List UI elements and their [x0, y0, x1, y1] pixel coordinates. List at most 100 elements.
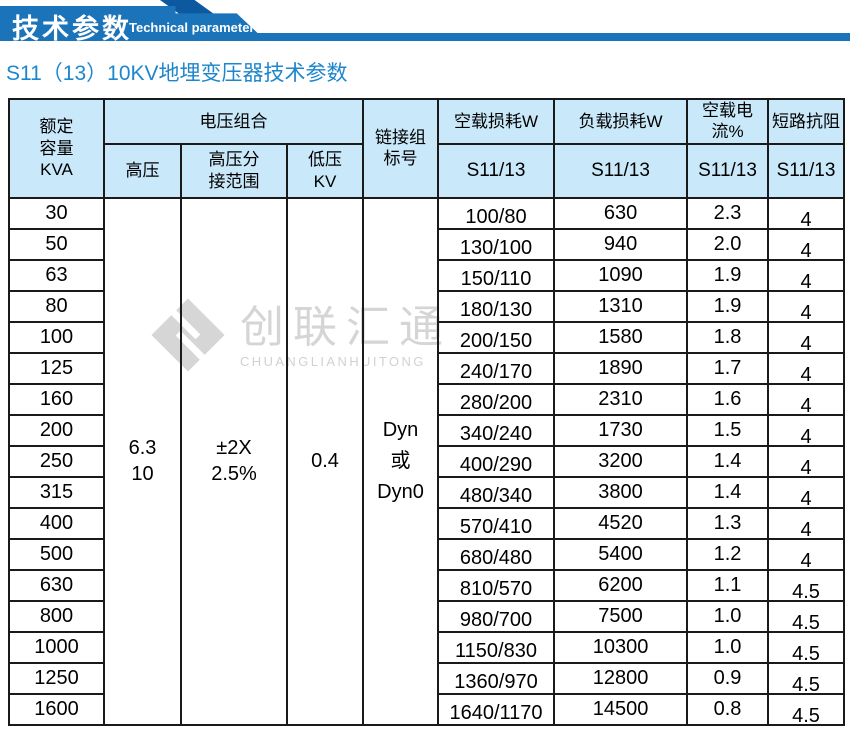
no-load-current-cell: 1.1: [686, 568, 770, 602]
no-load-loss-cell: 280/200: [437, 382, 556, 416]
impedance-cell: 4: [767, 475, 846, 509]
header-hv: 高压: [103, 142, 182, 199]
merged-hv-cell: 6.3 10: [103, 196, 182, 726]
no-load-loss-cell: 1360/970: [437, 661, 556, 695]
no-load-current-cell: 1.0: [686, 630, 770, 664]
load-loss-cell: 3200: [553, 444, 689, 478]
table-row: 500 680/480 5400 1.2 4: [8, 537, 846, 571]
header-load-loss: 负载损耗W: [553, 98, 689, 145]
impedance-cell: 4: [767, 413, 846, 447]
impedance-cell: 4: [767, 382, 846, 416]
header-no-load-current: 空载电流%: [686, 98, 770, 145]
load-loss-cell: 10300: [553, 630, 689, 664]
impedance-cell: 4: [767, 258, 846, 292]
no-load-loss-cell: 480/340: [437, 475, 556, 509]
load-loss-cell: 6200: [553, 568, 689, 602]
header-sub-no-load-current: S11/13: [686, 142, 770, 199]
kva-cell: 50: [8, 227, 105, 261]
impedance-cell: 4: [767, 351, 846, 385]
header-capacity: 额定 容量 KVA: [8, 98, 105, 199]
page-title: S11（13）10KV地埋变压器技术参数: [6, 62, 348, 85]
table-row: 100 200/150 1580 1.8 4: [8, 320, 846, 354]
header-lv: 低压 KV: [285, 142, 365, 199]
kva-cell: 1000: [8, 630, 105, 664]
no-load-current-cell: 1.4: [686, 475, 770, 509]
no-load-loss-cell: 130/100: [437, 227, 556, 261]
table-row: 80 180/130 1310 1.9 4: [8, 289, 846, 323]
header-sub-no-load-loss: S11/13: [437, 142, 556, 199]
impedance-cell: 4.5: [767, 568, 846, 602]
impedance-cell: 4: [767, 289, 846, 323]
no-load-loss-cell: 340/240: [437, 413, 556, 447]
table-header: 额定 容量 KVA 电压组合 链接组 标号 空载损耗W 负载损耗W 空载电流% …: [8, 98, 846, 199]
table-row: 1600 1640/1170 14500 0.8 4.5: [8, 692, 846, 726]
table-row: 50 130/100 940 2.0 4: [8, 227, 846, 261]
table-row: 30 6.3 10 ±2X 2.5% 0.4 Dyn 或 Dyn0 100/80 630 2.…: [8, 196, 846, 726]
table-row: 250 400/290 3200 1.4 4: [8, 444, 846, 478]
table-row: 63 150/110 1090 1.9 4: [8, 258, 846, 292]
load-loss-cell: 12800: [553, 661, 689, 695]
no-load-current-cell: 1.6: [686, 382, 770, 416]
header-impedance: 短路抗阻: [767, 98, 846, 145]
no-load-current-cell: 0.9: [686, 661, 770, 695]
merged-hv-tap-cell: ±2X 2.5%: [180, 196, 288, 726]
load-loss-cell: 1090: [553, 258, 689, 292]
table-row: 125 240/170 1890 1.7 4: [8, 351, 846, 385]
table-row: 160 280/200 2310 1.6 4: [8, 382, 846, 416]
no-load-loss-cell: 980/700: [437, 599, 556, 633]
impedance-cell: 4.5: [767, 661, 846, 695]
no-load-current-cell: 1.9: [686, 258, 770, 292]
merged-lv-cell: 0.4: [285, 196, 365, 726]
kva-cell: 80: [8, 289, 105, 323]
impedance-cell: 4: [767, 320, 846, 354]
banner-title-en: Technical parameter: [129, 20, 255, 35]
no-load-loss-cell: 100/80: [437, 196, 556, 230]
no-load-loss-cell: 150/110: [437, 258, 556, 292]
kva-cell: 500: [8, 537, 105, 571]
no-load-loss-cell: 200/150: [437, 320, 556, 354]
no-load-current-cell: 2.3: [686, 196, 770, 230]
impedance-cell: 4.5: [767, 692, 846, 726]
no-load-loss-cell: 810/570: [437, 568, 556, 602]
no-load-loss-cell: 1640/1170: [437, 692, 556, 726]
kva-cell: 250: [8, 444, 105, 478]
kva-cell: 1600: [8, 692, 105, 726]
table-row: 1250 1360/970 12800 0.9 4.5: [8, 661, 846, 695]
impedance-cell: 4: [767, 537, 846, 571]
no-load-current-cell: 2.0: [686, 227, 770, 261]
table-row: 630 810/570 6200 1.1 4.5: [8, 568, 846, 602]
table-row: 1000 1150/830 10300 1.0 4.5: [8, 630, 846, 664]
load-loss-cell: 5400: [553, 537, 689, 571]
no-load-current-cell: 1.3: [686, 506, 770, 540]
banner-title-cn: 技术参数: [12, 14, 132, 44]
kva-cell: 200: [8, 413, 105, 447]
table-row: 200 340/240 1730 1.5 4: [8, 413, 846, 447]
load-loss-cell: 1890: [553, 351, 689, 385]
load-loss-cell: 630: [553, 196, 689, 230]
banner-strip: [0, 33, 850, 41]
header-vector-group: 链接组 标号: [362, 98, 440, 199]
load-loss-cell: 2310: [553, 382, 689, 416]
table-body: 30 6.3 10 ±2X 2.5% 0.4 Dyn 或 Dyn0 100/80 630 2.…: [8, 196, 846, 726]
merged-vector-group-cell: Dyn 或 Dyn0: [362, 196, 440, 726]
kva-cell: 1250: [8, 661, 105, 695]
load-loss-cell: 7500: [553, 599, 689, 633]
kva-cell: 63: [8, 258, 105, 292]
no-load-current-cell: 1.4: [686, 444, 770, 478]
no-load-loss-cell: 570/410: [437, 506, 556, 540]
impedance-cell: 4.5: [767, 599, 846, 633]
no-load-current-cell: 0.8: [686, 692, 770, 726]
header-voltage-group: 电压组合: [102, 98, 365, 145]
no-load-current-cell: 1.7: [686, 351, 770, 385]
spec-table: 额定 容量 KVA 电压组合 链接组 标号 空载损耗W 负载损耗W 空载电流% …: [8, 98, 846, 726]
no-load-current-cell: 1.9: [686, 289, 770, 323]
kva-cell: 315: [8, 475, 105, 509]
impedance-cell: 4: [767, 506, 846, 540]
header-sub-load-loss: S11/13: [553, 142, 689, 199]
no-load-loss-cell: 680/480: [437, 537, 556, 571]
table-row: 400 570/410 4520 1.3 4: [8, 506, 846, 540]
no-load-loss-cell: 1150/830: [437, 630, 556, 664]
load-loss-cell: 14500: [553, 692, 689, 726]
kva-cell: 100: [8, 320, 105, 354]
